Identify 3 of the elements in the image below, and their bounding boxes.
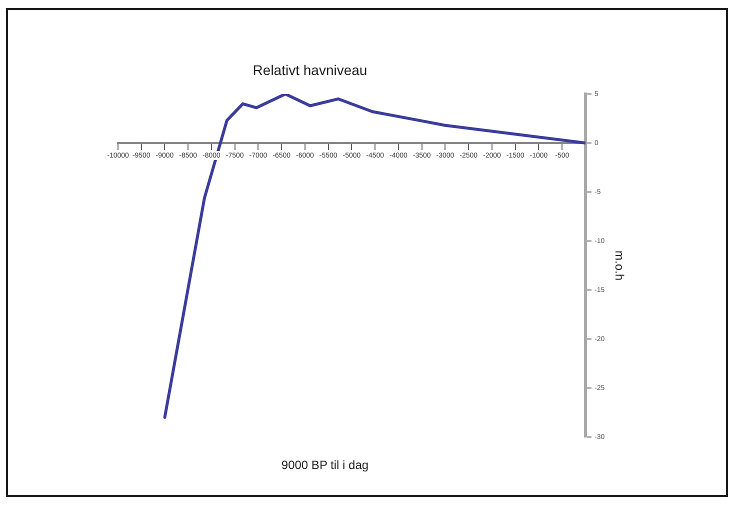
y-axis-title: m.o.h [612,250,626,281]
chart-title: Relativt havniveau [252,62,368,78]
x-axis-title: 9000 BP til i dag [280,458,370,472]
